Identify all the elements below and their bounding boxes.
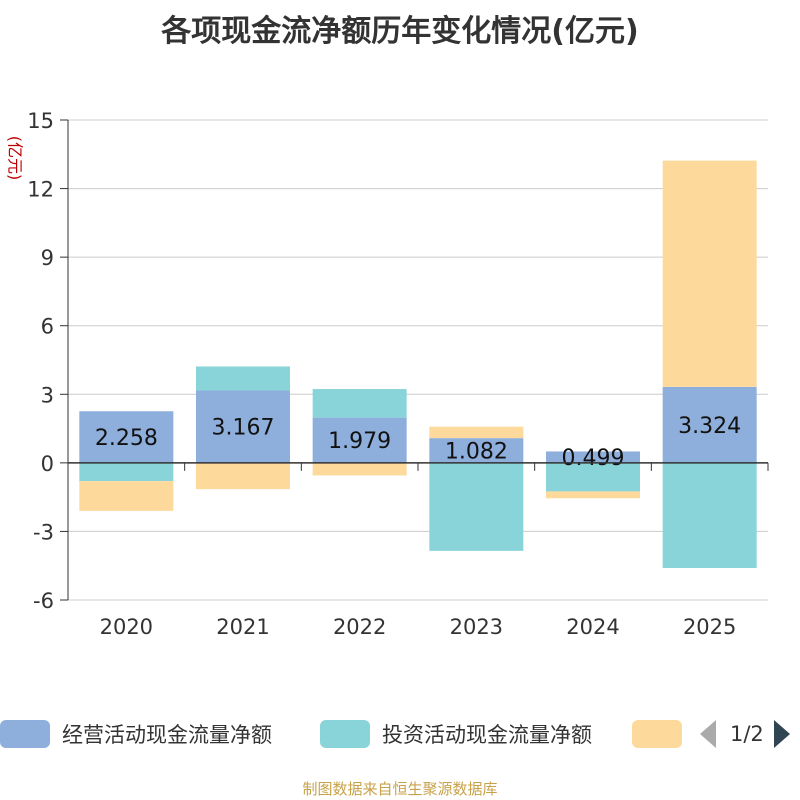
next-page-icon[interactable] xyxy=(773,720,790,748)
bar-2024-series-1 xyxy=(546,462,640,492)
y-tick-label-6: 6 xyxy=(41,315,54,339)
legend-label-investing: 投资活动现金流量净额 xyxy=(382,723,592,747)
bar-2025-series-1 xyxy=(662,462,757,568)
bar-2021-series-1 xyxy=(196,366,290,391)
bar-2024-series-2 xyxy=(546,491,640,499)
y-tick-label-15: 15 xyxy=(27,109,54,133)
bar-2021-series-2 xyxy=(196,462,290,490)
data-label-2023: 1.082 xyxy=(445,439,508,464)
x-tick-label-2020: 2020 xyxy=(100,615,153,639)
data-label-2021: 3.167 xyxy=(212,416,275,441)
y-tick-label-12: 12 xyxy=(27,178,54,202)
legend-item-investing[interactable]: 投资活动现金流量净额 xyxy=(320,716,592,752)
legend-swatch-investing xyxy=(320,720,370,748)
bar-2022-series-2 xyxy=(312,462,407,476)
legend-label-operating: 经营活动现金流量净额 xyxy=(62,723,272,747)
bar-2023-series-0 xyxy=(429,438,524,463)
bar-2023-series-1 xyxy=(429,462,524,551)
legend: 经营活动现金流量净额 投资活动现金流量净额 1/2 xyxy=(0,716,800,752)
data-source-footer: 制图数据来自恒生聚源数据库 xyxy=(302,780,498,798)
data-label-2022: 1.979 xyxy=(328,429,391,454)
y-tick-label--6: -6 xyxy=(33,589,54,613)
bar-2023-series-2 xyxy=(429,426,524,439)
data-label-2024: 0.499 xyxy=(562,446,625,471)
chart-title: 各项现金流净额历年变化情况(亿元) xyxy=(161,14,639,49)
data-label-2025: 3.324 xyxy=(678,414,741,439)
bar-2020-series-1 xyxy=(79,462,174,482)
bar-2020-series-0 xyxy=(79,411,174,463)
y-tick-label-9: 9 xyxy=(41,246,54,270)
x-tick-label-2021: 2021 xyxy=(216,615,269,639)
bar-2022-series-0 xyxy=(312,417,407,463)
previous-page-icon[interactable] xyxy=(700,720,716,748)
bar-2025-series-2 xyxy=(662,160,757,387)
data-label-2020: 2.258 xyxy=(95,426,158,451)
legend-pager: 1/2 xyxy=(700,716,790,752)
legend-swatch-financing xyxy=(632,720,682,748)
y-tick-label-0: 0 xyxy=(41,452,54,476)
chart-area: -6 -3 0 3 6 9 12 15 2.258 3.167 1.979 1.082 0.499 3.3… xyxy=(27,109,769,639)
y-tick-label-3: 3 xyxy=(41,383,54,407)
bar-2022-series-1 xyxy=(312,389,407,418)
x-tick-label-2022: 2022 xyxy=(333,615,386,639)
bar-2020-series-2 xyxy=(79,481,174,511)
x-tick-label-2024: 2024 xyxy=(566,615,619,639)
y-tick-label--3: -3 xyxy=(33,520,54,544)
bar-2024-series-0 xyxy=(546,451,640,463)
legend-item-operating[interactable]: 经营活动现金流量净额 xyxy=(0,716,272,752)
x-tick-label-2025: 2025 xyxy=(683,615,736,639)
legend-swatch-operating xyxy=(0,720,50,748)
legend-item-financing[interactable] xyxy=(632,716,694,752)
bar-2025-series-0 xyxy=(662,386,757,463)
legend-page-indicator: 1/2 xyxy=(730,722,764,746)
x-tick-label-2023: 2023 xyxy=(450,615,503,639)
bar-2021-series-0 xyxy=(196,390,290,463)
